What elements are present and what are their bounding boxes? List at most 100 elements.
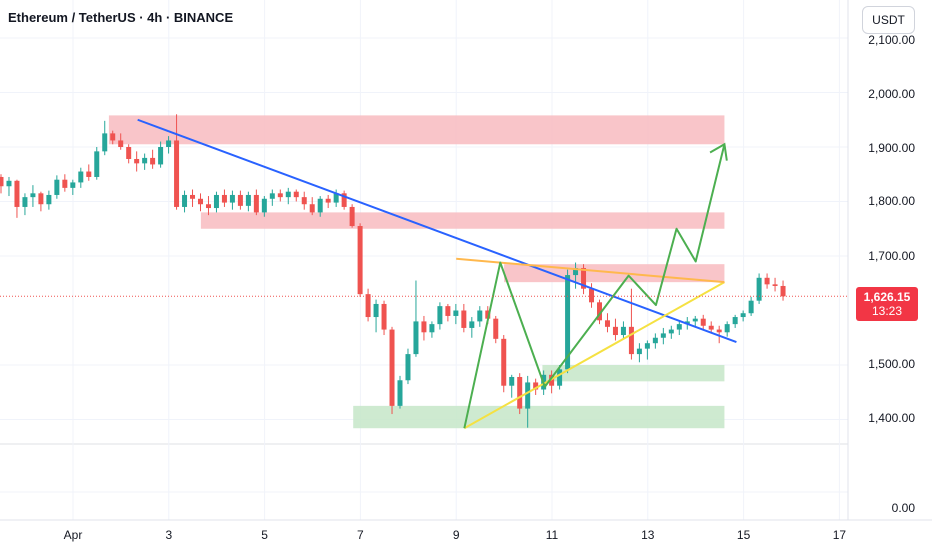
- x-tick-label: 9: [453, 528, 460, 542]
- x-tick-label: 7: [357, 528, 364, 542]
- candle-body: [421, 321, 427, 333]
- candle-body: [269, 193, 275, 199]
- candle-body: [581, 267, 587, 289]
- candle-body: [493, 318, 499, 339]
- candle-body: [54, 179, 60, 195]
- last-price-badge: 1,626.15 13:23: [856, 287, 918, 321]
- candle-body: [142, 157, 148, 164]
- candle-body: [612, 326, 618, 336]
- candle-body: [724, 324, 730, 333]
- y-tick-label: 2,000.00: [868, 87, 915, 101]
- candle-body: [389, 329, 395, 406]
- candle-body: [740, 313, 746, 318]
- candle-body: [301, 197, 307, 205]
- candle-body: [317, 198, 323, 213]
- candle-body: [644, 343, 650, 349]
- candle-body: [0, 176, 4, 187]
- candle-body: [525, 382, 531, 409]
- candle-body: [229, 194, 235, 203]
- candle-body: [102, 133, 108, 152]
- x-tick-label: 13: [641, 528, 655, 542]
- candle-body: [589, 288, 595, 303]
- candle-body: [597, 302, 602, 321]
- candle-body: [86, 171, 92, 177]
- candle-body: [30, 193, 36, 198]
- candle-body: [700, 318, 706, 326]
- candle-body: [110, 133, 116, 141]
- candle-body: [716, 329, 722, 333]
- candle-body: [118, 140, 124, 147]
- x-tick-label: 11: [546, 528, 559, 542]
- candle-body: [38, 193, 44, 205]
- candle-body: [285, 191, 291, 198]
- candle-body: [509, 376, 515, 386]
- y-tick-label: 1,400.00: [868, 411, 915, 425]
- candle-body: [221, 194, 227, 203]
- x-tick-label: 5: [261, 528, 268, 542]
- candle-body: [166, 140, 172, 147]
- candle-body: [676, 324, 682, 330]
- candle-body: [445, 306, 451, 316]
- candle-body: [134, 158, 140, 164]
- candle-body: [668, 329, 674, 334]
- candle-body: [373, 303, 379, 318]
- candle-body: [764, 277, 770, 285]
- candle-body: [190, 194, 196, 199]
- candle-body: [477, 310, 483, 322]
- y-tick-label: 1,900.00: [868, 141, 915, 155]
- y-tick-label: 1,800.00: [868, 194, 915, 208]
- candle-body: [397, 380, 403, 406]
- y-tick-label: 0.00: [892, 501, 916, 515]
- candle-body: [14, 180, 20, 207]
- currency-button[interactable]: USDT: [862, 6, 915, 34]
- candle-body: [485, 310, 491, 319]
- candle-body: [708, 325, 714, 330]
- uptrend-trendline: [463, 281, 725, 430]
- support-zone: [353, 405, 725, 429]
- y-tick-label: 1,500.00: [868, 357, 915, 371]
- candle-body: [22, 197, 28, 207]
- support-zone: [542, 365, 725, 382]
- candle-body: [692, 318, 698, 322]
- candles-group: [0, 114, 786, 428]
- x-tick-label: 15: [737, 528, 751, 542]
- x-tick-label: 17: [833, 528, 847, 542]
- symbol-title[interactable]: Ethereum / TetherUS · 4h · BINANCE: [8, 10, 234, 25]
- candle-body: [461, 310, 467, 328]
- candle-body: [684, 321, 690, 325]
- candle-body: [748, 300, 754, 314]
- projection-arrowhead: [709, 142, 728, 161]
- candle-body: [198, 198, 203, 205]
- candle-body: [309, 204, 315, 213]
- x-tick-label: 3: [165, 528, 172, 542]
- candle-body: [437, 306, 443, 325]
- candle-body: [94, 151, 100, 177]
- y-tick-label: 1,700.00: [868, 249, 915, 263]
- candle-body: [333, 193, 339, 203]
- candle-body: [381, 303, 387, 330]
- last-price-label: 1,626.15: [863, 290, 911, 304]
- candle-body: [620, 326, 626, 336]
- x-tick-label: Apr: [64, 528, 83, 542]
- candle-body: [78, 171, 84, 183]
- candle-body: [126, 147, 132, 159]
- candle-body: [501, 338, 507, 386]
- candle-body: [253, 194, 259, 213]
- candle-body: [652, 337, 658, 344]
- candle-body: [557, 369, 563, 386]
- candle-body: [469, 321, 475, 328]
- candle-body: [293, 191, 299, 198]
- candle-body: [158, 147, 164, 165]
- candle-body: [756, 277, 762, 301]
- candle-body: [573, 267, 579, 276]
- candle-body: [182, 194, 188, 207]
- candle-body: [245, 194, 251, 206]
- candle-body: [261, 198, 267, 213]
- projection-path: [463, 144, 726, 429]
- resistance-zone: [200, 212, 725, 229]
- candle-body: [772, 284, 778, 286]
- candle-body: [628, 326, 634, 355]
